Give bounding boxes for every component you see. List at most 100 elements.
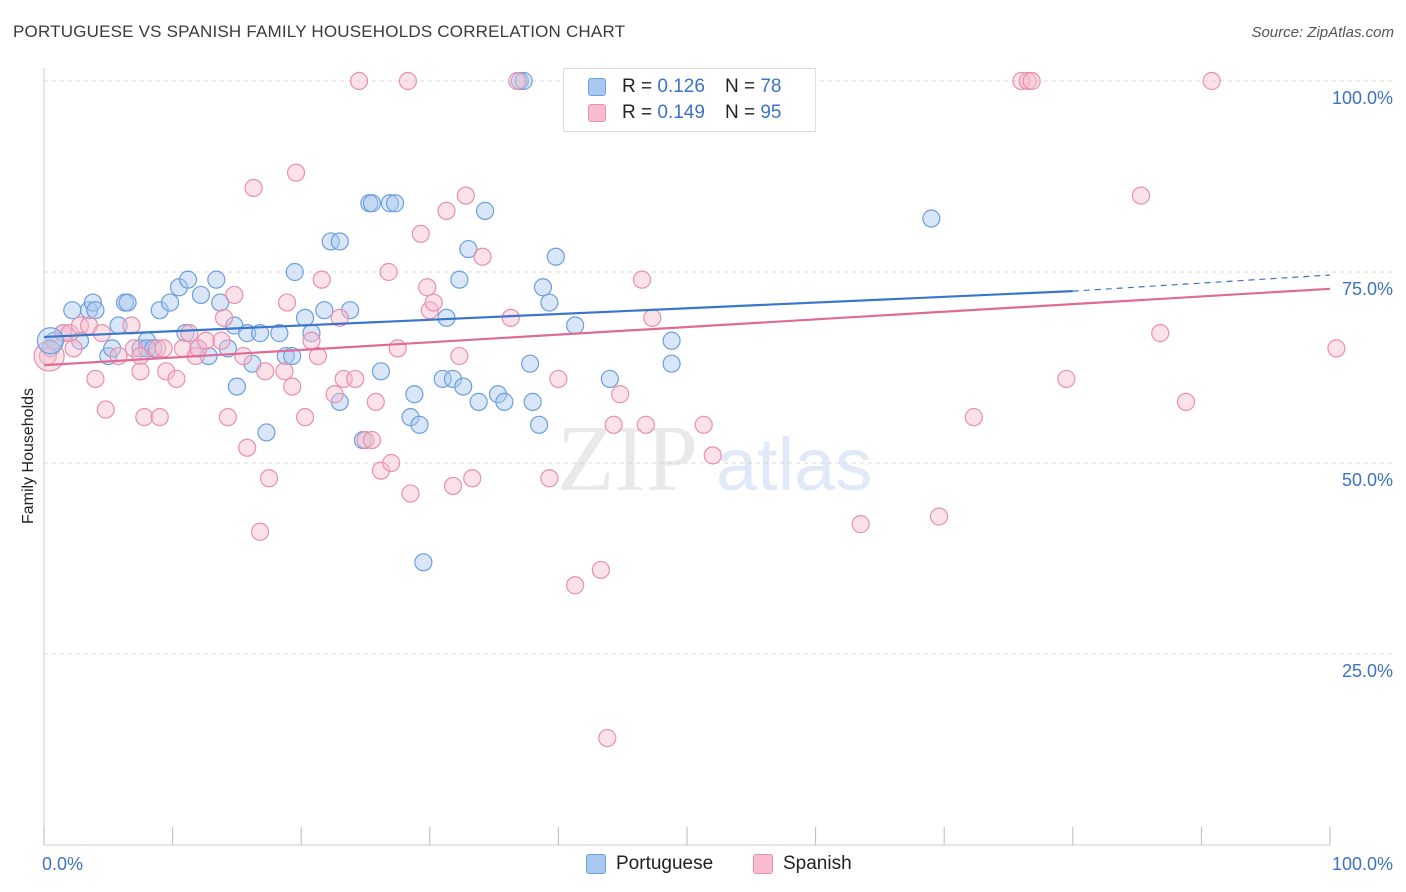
- spanish-point: [379, 262, 398, 282]
- y-tick-label: 25.0%: [1342, 661, 1393, 681]
- spanish-point: [122, 316, 141, 335]
- spanish-point: [154, 339, 173, 358]
- portuguese-point: [63, 301, 82, 320]
- portuguese-point: [178, 270, 198, 289]
- legend-n-label: N =: [724, 76, 756, 97]
- x-tick-label: 100.0%: [1332, 854, 1393, 874]
- spanish-point: [456, 186, 475, 205]
- spanish-point: [96, 400, 115, 419]
- portuguese-point: [218, 339, 237, 358]
- spanish-point: [1202, 71, 1221, 91]
- portuguese-point: [227, 377, 246, 396]
- spanish-point: [929, 507, 949, 526]
- spanish-point: [124, 339, 144, 358]
- spanish-point: [214, 308, 234, 327]
- portuguese-point: [362, 194, 382, 213]
- portuguese-point: [207, 270, 226, 289]
- portuguese-point: [459, 239, 478, 259]
- spanish-point: [259, 469, 279, 488]
- spanish-point: [508, 71, 527, 91]
- series-swatch-spanish: [753, 854, 773, 874]
- legend-r-label: R =: [622, 102, 653, 123]
- watermark: ZIP atlas: [557, 407, 872, 511]
- spanish-point: [418, 278, 437, 297]
- spanish-point: [212, 331, 231, 350]
- portuguese-point: [454, 377, 473, 396]
- spanish-point: [694, 415, 713, 434]
- portuguese-point: [450, 270, 469, 289]
- portuguese-point: [443, 369, 463, 389]
- chart-title: PORTUGUESE VS SPANISH FAMILY HOUSEHOLDS …: [13, 22, 626, 41]
- trend-lines: [43, 274, 1331, 367]
- portuguese-point: [340, 301, 360, 320]
- spanish-point: [250, 522, 270, 541]
- spanish-point: [277, 293, 297, 312]
- spanish-point: [632, 270, 652, 289]
- y-tick-label: 75.0%: [1342, 279, 1393, 299]
- portuguese-point: [250, 324, 270, 343]
- spanish-trend-line: [43, 287, 1331, 367]
- spanish-point: [283, 377, 302, 396]
- spanish-point: [135, 408, 154, 427]
- spanish-point: [611, 385, 630, 404]
- spanish-point: [131, 362, 150, 381]
- watermark-zip: ZIP: [557, 407, 698, 511]
- spanish-point: [150, 408, 169, 427]
- portuguese-trend-line: [43, 290, 1073, 339]
- legend-r-value-portuguese: 0.126: [657, 76, 705, 97]
- portuguese-trend-extension: [1072, 274, 1331, 292]
- spanish-point: [256, 362, 275, 381]
- portuguese-point: [540, 293, 559, 312]
- spanish-point: [1057, 369, 1076, 389]
- spanish-point: [591, 560, 610, 580]
- y-tick-label: 100.0%: [1332, 88, 1393, 108]
- spanish-point: [302, 331, 321, 350]
- series-label-portuguese: Portuguese: [616, 853, 714, 874]
- portuguese-point: [475, 201, 495, 220]
- portuguese-point: [330, 232, 349, 251]
- portuguese-point: [371, 362, 391, 381]
- spanish-point: [330, 308, 349, 327]
- portuguese-point: [160, 293, 180, 312]
- spanish-point: [473, 247, 492, 266]
- spanish-point: [450, 346, 469, 366]
- portuguese-point: [385, 194, 405, 213]
- y-tick-label: 50.0%: [1342, 470, 1393, 490]
- spanish-point: [167, 369, 186, 389]
- spanish-point: [1327, 339, 1346, 358]
- portuguese-point: [514, 71, 533, 91]
- legend-swatch-spanish: [588, 104, 606, 122]
- spanish-point: [566, 576, 585, 595]
- portuguese-point: [405, 385, 424, 404]
- legend-row-portuguese: R = 0.126 N = 78: [588, 75, 781, 99]
- spanish-point: [238, 438, 257, 457]
- spanish-point: [157, 362, 176, 381]
- series-legend-portuguese[interactable]: Portuguese: [586, 852, 713, 876]
- portuguese-point: [533, 278, 553, 297]
- portuguese-point: [488, 385, 508, 404]
- spanish-point: [424, 293, 443, 312]
- spanish-point: [148, 339, 167, 358]
- spanish-point: [411, 224, 430, 243]
- spanish-point: [1176, 392, 1196, 411]
- legend-r-value-spanish: 0.149: [657, 102, 705, 123]
- series-swatch-portuguese: [586, 854, 606, 874]
- portuguese-point: [523, 392, 542, 411]
- spanish-point: [196, 331, 216, 350]
- series-legend-spanish[interactable]: Spanish: [753, 852, 852, 876]
- portuguese-point: [176, 324, 195, 343]
- portuguese-point: [922, 209, 941, 228]
- spanish-point: [703, 446, 722, 465]
- portuguese-point: [662, 354, 681, 373]
- spanish-point: [549, 369, 568, 389]
- portuguese-point: [495, 392, 514, 411]
- legend-n-label: N =: [724, 102, 756, 123]
- portuguese-point: [530, 415, 549, 434]
- spanish-point: [437, 201, 456, 220]
- spanish-point: [346, 369, 365, 389]
- portuguese-point: [118, 293, 137, 312]
- tick-labels: 25.0% 50.0% 75.0% 100.0% 0.0% 100.0%: [42, 88, 1393, 874]
- legend-swatch-portuguese: [588, 78, 606, 96]
- spanish-point: [366, 392, 385, 411]
- spanish-point: [401, 484, 420, 503]
